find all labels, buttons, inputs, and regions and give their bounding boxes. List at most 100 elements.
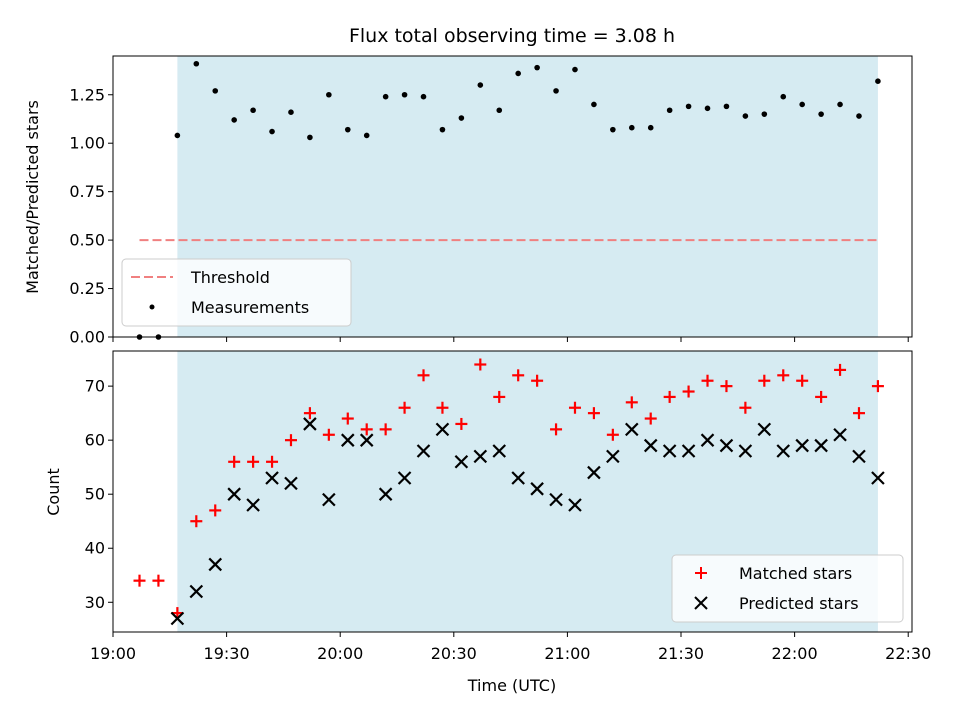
predicted-star-point bbox=[662, 444, 677, 458]
measurement-points bbox=[136, 60, 881, 340]
predicted-star-point bbox=[814, 438, 828, 453]
predicted-star-point bbox=[606, 449, 620, 464]
bottom-y-tick-label: 30 bbox=[85, 593, 105, 612]
predicted-star-point bbox=[492, 444, 507, 458]
measurement-point bbox=[439, 126, 446, 133]
measurement-point bbox=[875, 78, 881, 84]
matched-star-point bbox=[834, 363, 847, 376]
predicted-star-point bbox=[340, 433, 355, 447]
matched-star-point bbox=[417, 369, 430, 382]
predicted-star-point bbox=[170, 611, 185, 626]
matched-star-point bbox=[360, 423, 373, 436]
measurement-point bbox=[534, 64, 540, 71]
measurement-point bbox=[344, 126, 351, 133]
top-y-tick-label: 0.25 bbox=[69, 279, 105, 298]
measurement-point bbox=[307, 134, 313, 141]
predicted-star-point bbox=[208, 557, 223, 572]
predicted-star-point bbox=[795, 438, 809, 453]
top-y-tick-label: 0.00 bbox=[69, 328, 105, 347]
top-y-ticks: 0.00 0.25 0.50 0.75 1.00 1.25 bbox=[69, 85, 113, 347]
legend-predicted-label: Predicted stars bbox=[739, 594, 859, 613]
x-tick-label: 21:00 bbox=[544, 644, 590, 663]
matched-star-point bbox=[379, 423, 392, 436]
matched-star-point bbox=[322, 428, 335, 441]
predicted-star-point bbox=[189, 584, 204, 599]
bottom-legend: Matched stars Predicted stars bbox=[671, 554, 904, 623]
bottom-y-axis-label: Count bbox=[44, 468, 63, 516]
matched-star-point bbox=[455, 417, 468, 430]
x-tick-label: 20:30 bbox=[431, 644, 477, 663]
predicted-star-point bbox=[284, 476, 298, 491]
matched-star-point bbox=[739, 401, 752, 414]
predicted-star-point bbox=[227, 487, 241, 501]
x-tick-label: 19:00 bbox=[90, 644, 136, 663]
matched-star-point bbox=[796, 374, 809, 387]
predicted-star-point bbox=[322, 492, 336, 507]
matched-star-point bbox=[852, 407, 865, 420]
measurement-point bbox=[761, 111, 768, 117]
top-y-tick-label: 0.75 bbox=[69, 182, 105, 201]
matched-star-point bbox=[682, 385, 695, 398]
predicted-star-point bbox=[643, 438, 658, 453]
matched-star-point bbox=[550, 423, 563, 436]
predicted-star-point bbox=[454, 455, 469, 469]
predicted-star-point bbox=[397, 471, 412, 485]
matched-star-point bbox=[531, 374, 544, 387]
bottom-panel: 30 40 50 60 70 19:00 19:30 20:00 20:30 21:00 21:3… bbox=[44, 350, 931, 695]
measurement-point bbox=[382, 93, 389, 100]
matched-star-point bbox=[720, 380, 733, 393]
measurement-point bbox=[269, 128, 275, 135]
top-legend: Threshold Measurements bbox=[121, 258, 352, 327]
matched-star-point bbox=[436, 401, 449, 414]
bottom-y-tick-label: 70 bbox=[85, 377, 105, 396]
predicted-star-point bbox=[378, 487, 393, 501]
measurement-point bbox=[591, 101, 597, 108]
measurement-point bbox=[515, 70, 521, 77]
star-count-points bbox=[133, 358, 885, 626]
measurement-point bbox=[837, 101, 843, 108]
legend-measurements-label: Measurements bbox=[191, 298, 309, 317]
x-tick-label: 22:30 bbox=[885, 644, 931, 663]
measurement-point bbox=[610, 126, 616, 133]
measurement-point bbox=[363, 132, 370, 139]
matched-star-point bbox=[701, 374, 714, 387]
predicted-star-point bbox=[871, 471, 885, 485]
matched-star-point bbox=[209, 504, 222, 517]
measurement-point bbox=[780, 93, 787, 100]
predicted-star-point bbox=[549, 492, 563, 507]
predicted-star-point bbox=[303, 417, 317, 431]
measurement-point bbox=[458, 115, 465, 121]
matched-star-point bbox=[663, 390, 676, 403]
top-y-tick-label: 1.00 bbox=[69, 134, 105, 153]
measurement-point bbox=[572, 66, 578, 73]
predicted-star-point bbox=[681, 444, 696, 458]
bottom-legend-box bbox=[671, 554, 904, 623]
measurement-point bbox=[647, 124, 654, 131]
predicted-star-point bbox=[738, 444, 753, 458]
matched-star-point bbox=[474, 358, 487, 371]
predicted-star-point bbox=[833, 427, 847, 442]
matched-star-point bbox=[606, 428, 619, 441]
matched-star-point bbox=[284, 434, 297, 447]
predicted-star-point bbox=[568, 498, 582, 512]
predicted-star-point bbox=[757, 422, 772, 437]
predicted-star-point bbox=[435, 422, 450, 437]
measurement-point bbox=[496, 107, 503, 114]
predicted-star-point bbox=[530, 482, 544, 496]
matched-star-point bbox=[398, 401, 411, 414]
predicted-star-point bbox=[776, 444, 791, 458]
x-axis-label: Time (UTC) bbox=[467, 676, 556, 695]
x-tick-label: 22:00 bbox=[772, 644, 818, 663]
matched-star-point bbox=[512, 369, 525, 382]
measurement-point bbox=[212, 88, 219, 94]
measurement-point bbox=[553, 88, 559, 94]
matched-star-point bbox=[152, 574, 165, 587]
measurement-point bbox=[742, 113, 749, 119]
bottom-x-ticks: 19:00 19:30 20:00 20:30 21:00 21:30 22:00 22:30 bbox=[90, 632, 931, 663]
matched-star-point bbox=[133, 574, 146, 587]
predicted-star-point bbox=[625, 422, 639, 437]
predicted-star-point bbox=[246, 498, 260, 512]
measurement-point bbox=[704, 105, 711, 112]
matched-star-point bbox=[625, 396, 638, 409]
measurement-point bbox=[174, 132, 181, 139]
